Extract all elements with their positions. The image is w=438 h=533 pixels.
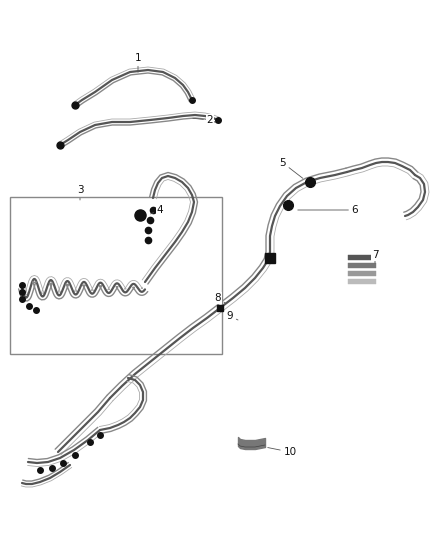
Bar (348, 255, 376, 260)
Bar (348, 271, 376, 276)
Bar (10, 197, 222, 354)
Text: 1: 1 (135, 53, 141, 72)
Text: 3: 3 (77, 185, 83, 200)
Text: 2: 2 (193, 115, 213, 125)
Text: 6: 6 (298, 205, 358, 215)
Text: 7: 7 (372, 250, 378, 263)
Text: 4: 4 (151, 205, 163, 215)
Text: 9: 9 (227, 311, 238, 321)
Text: 8: 8 (215, 293, 226, 303)
Text: 10: 10 (268, 447, 297, 457)
Bar (348, 279, 376, 284)
Bar (348, 263, 376, 268)
Text: 5: 5 (280, 158, 303, 179)
